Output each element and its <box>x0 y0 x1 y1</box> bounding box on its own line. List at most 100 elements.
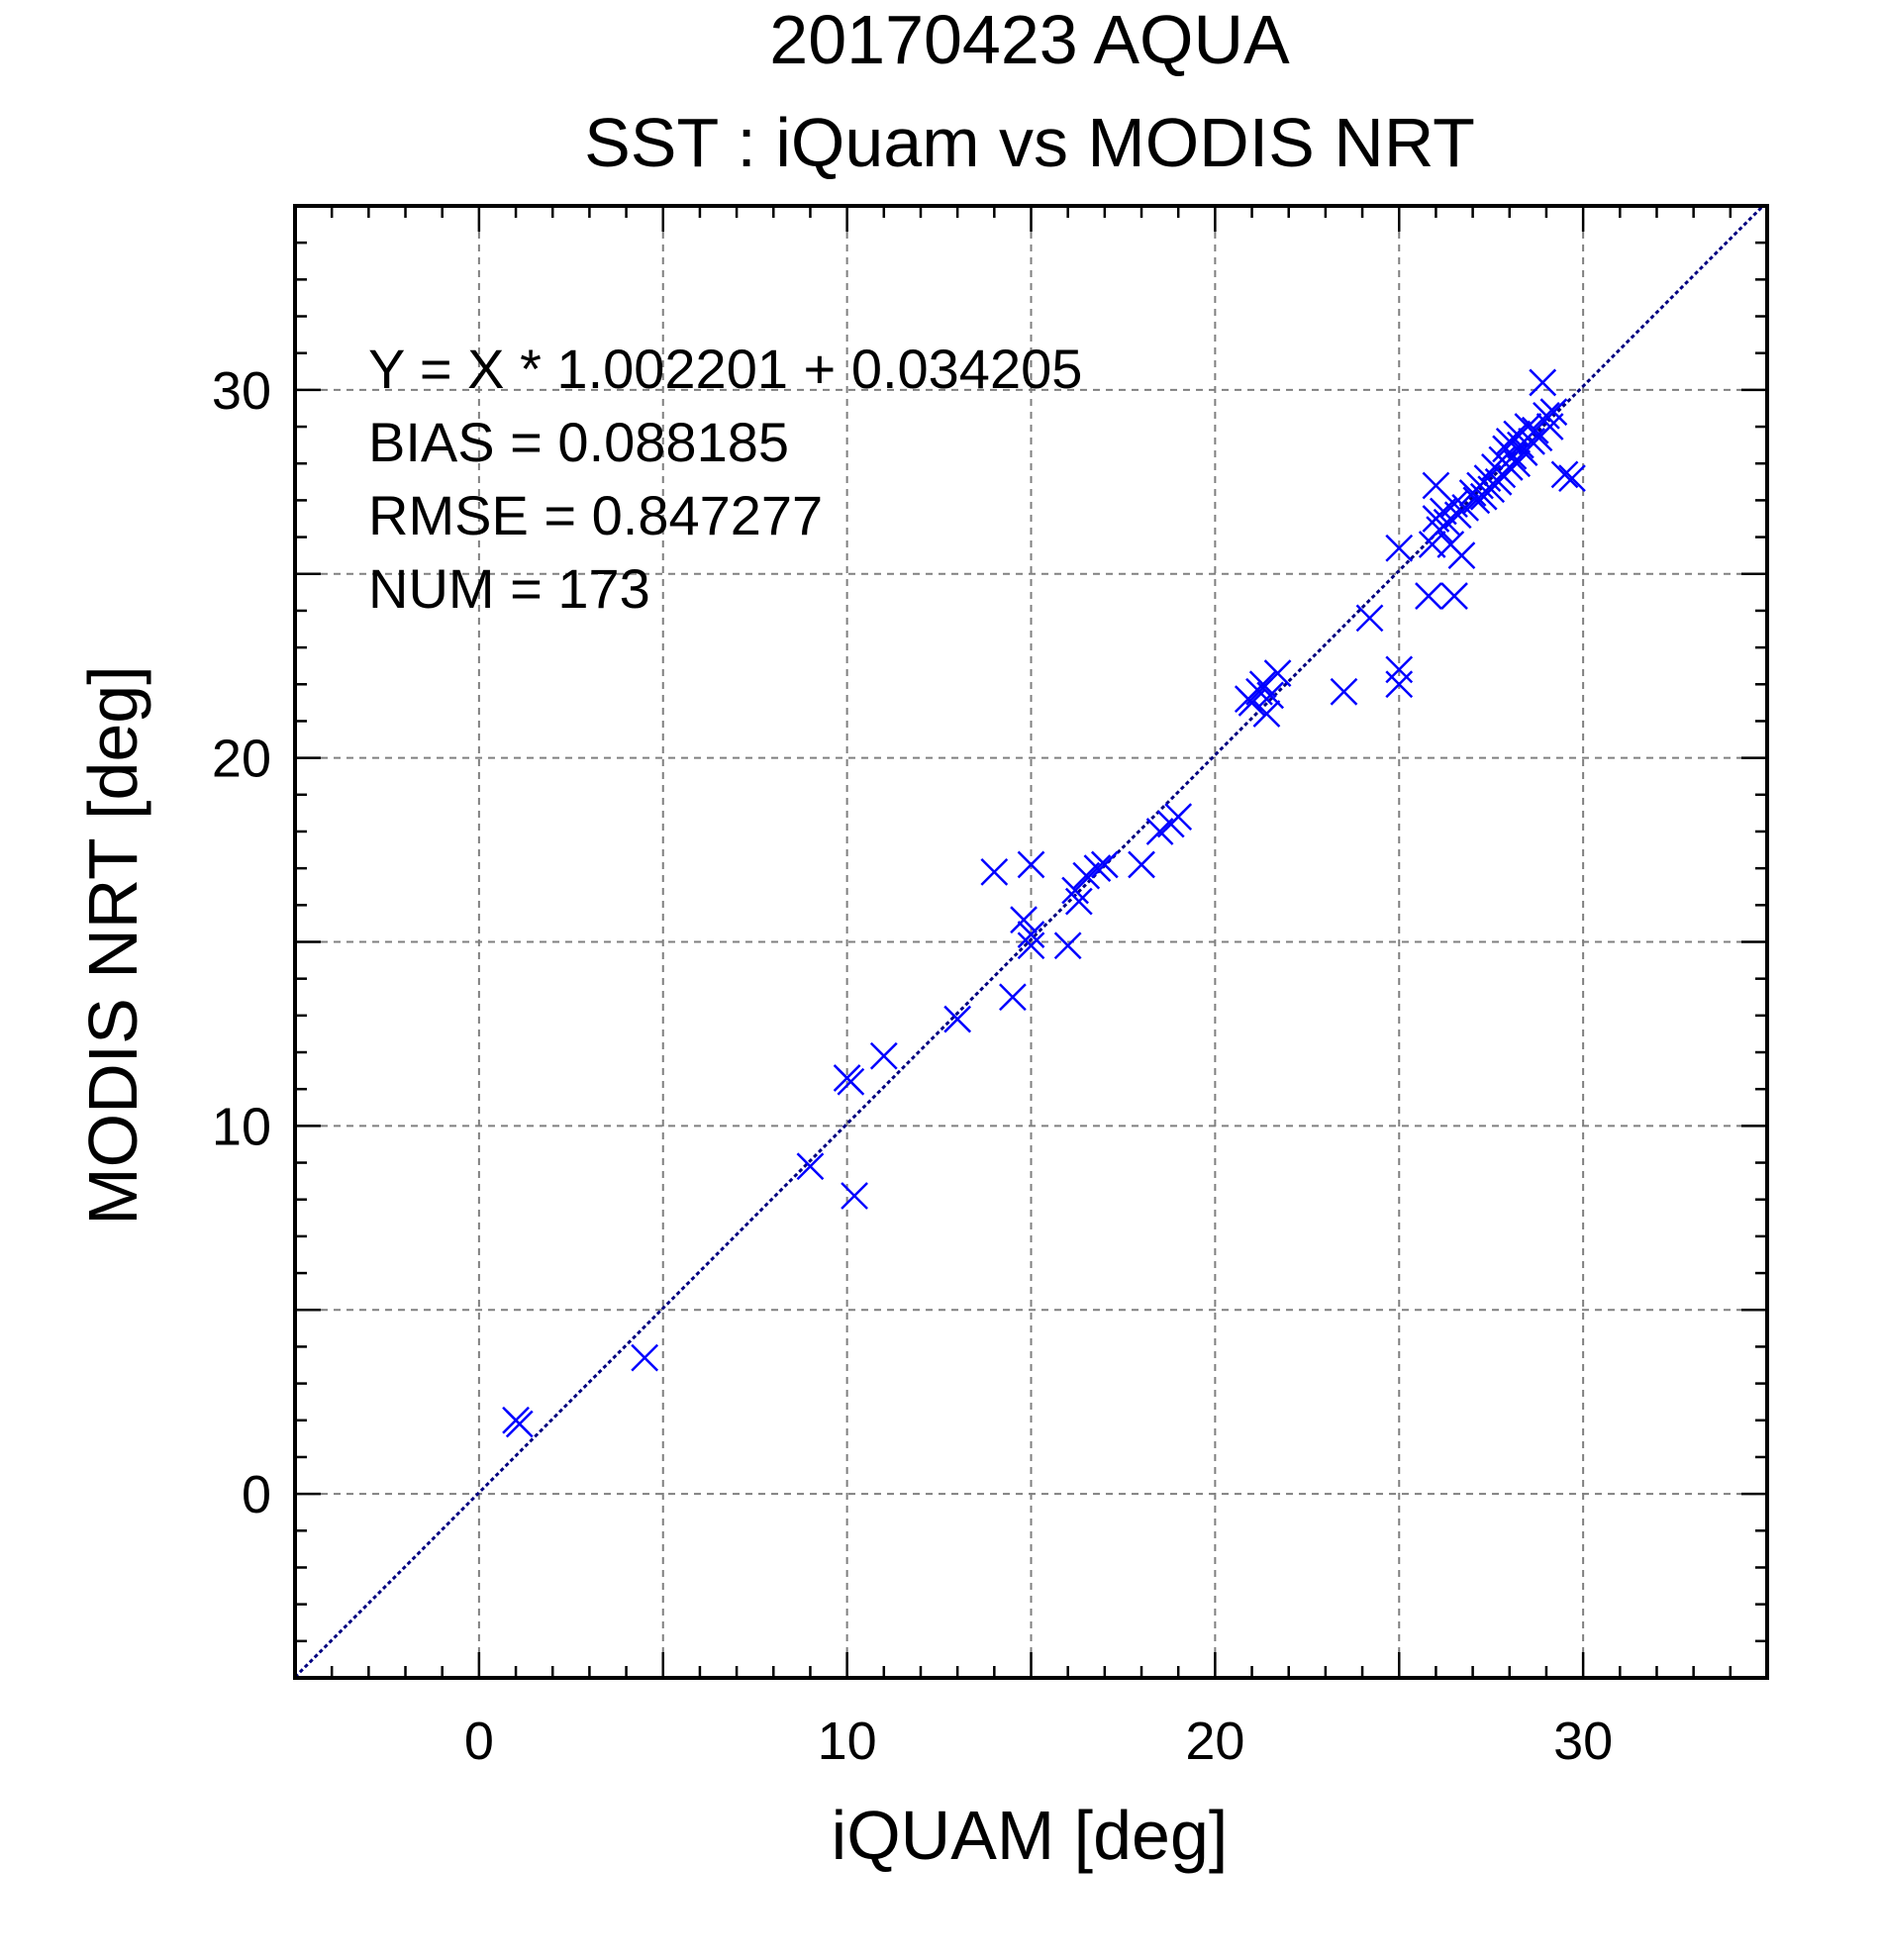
data-point <box>1385 670 1414 699</box>
data-point <box>1447 541 1476 570</box>
data-point <box>1529 368 1557 397</box>
x-tick-label: 20 <box>1185 1712 1244 1771</box>
data-point <box>1558 464 1586 492</box>
chart-subtitle: SST : iQuam vs MODIS NRT <box>584 104 1475 181</box>
data-point-stroke <box>999 983 1027 1012</box>
data-point <box>1017 850 1045 879</box>
data-point-stroke <box>1017 921 1045 948</box>
stats-num: NUM = 173 <box>368 557 650 620</box>
data-point-stroke <box>1447 541 1476 570</box>
data-point <box>1083 854 1112 883</box>
data-point <box>1355 604 1384 633</box>
data-point <box>1128 850 1155 879</box>
data-point-stroke <box>1355 604 1384 633</box>
data-point-stroke <box>1090 850 1119 879</box>
y-tick-label: 0 <box>242 1465 271 1524</box>
data-point <box>943 1005 972 1033</box>
y-tick-label: 20 <box>212 730 271 789</box>
data-point-stroke <box>1422 471 1450 500</box>
data-point-stroke <box>1550 460 1579 489</box>
data-point <box>1053 931 1082 960</box>
data-point-stroke <box>1330 677 1358 706</box>
data-point-stroke <box>1017 850 1045 879</box>
data-point <box>841 1182 868 1210</box>
data-point <box>1164 803 1193 831</box>
data-point <box>1252 700 1281 728</box>
y-axis-label: MODIS NRT [deg] <box>74 665 151 1225</box>
data-point-stroke <box>1010 906 1038 934</box>
grid-lines <box>295 206 1767 1678</box>
data-point <box>1385 655 1414 684</box>
x-tick-label: 10 <box>818 1712 877 1771</box>
data-point <box>1385 534 1414 562</box>
data-point <box>505 1410 534 1438</box>
data-point <box>1256 681 1285 710</box>
data-point-stroke <box>980 857 1009 886</box>
data-point-stroke <box>1533 402 1560 430</box>
data-point <box>1064 887 1093 916</box>
stats-bias: BIAS = 0.088185 <box>368 411 789 473</box>
data-point-stroke <box>1558 464 1586 492</box>
data-point <box>1017 931 1045 960</box>
data-point <box>1550 460 1579 489</box>
data-point-stroke <box>869 1041 898 1070</box>
data-points <box>502 368 1586 1438</box>
data-point <box>1415 582 1442 610</box>
data-point-stroke <box>1061 876 1089 905</box>
data-point <box>999 983 1027 1012</box>
data-point-stroke <box>1017 931 1045 960</box>
data-point-stroke <box>796 1152 825 1181</box>
plot-frame <box>293 204 1769 1680</box>
x-tick-label: 0 <box>464 1712 494 1771</box>
data-point-stroke <box>1385 670 1414 699</box>
data-point <box>1017 921 1045 948</box>
data-point-stroke <box>1053 931 1082 960</box>
stats-rmse: RMSE = 0.847277 <box>368 484 823 546</box>
data-point <box>869 1041 898 1070</box>
data-point-stroke <box>1128 850 1155 879</box>
data-point-stroke <box>1415 582 1442 610</box>
fit-line <box>295 206 1765 1678</box>
data-point-stroke <box>1440 582 1468 610</box>
y-tick-label: 10 <box>212 1097 271 1156</box>
data-point-stroke <box>1440 490 1468 519</box>
data-point-stroke <box>1248 670 1277 699</box>
data-point <box>1539 398 1568 427</box>
data-point <box>1010 906 1038 934</box>
data-point <box>1090 850 1119 879</box>
x-tick-label: 30 <box>1553 1712 1613 1771</box>
data-point-stroke <box>1256 681 1285 710</box>
data-point-stroke <box>1083 854 1112 883</box>
data-point-stroke <box>841 1182 868 1210</box>
data-point-stroke <box>1064 887 1093 916</box>
data-point-stroke <box>1252 700 1281 728</box>
data-point <box>631 1343 659 1372</box>
data-point-stroke <box>1263 659 1292 688</box>
data-point-stroke <box>1164 803 1193 831</box>
data-point-stroke <box>1518 428 1545 455</box>
data-point-stroke <box>1385 534 1414 562</box>
data-point <box>1518 428 1545 455</box>
data-point-stroke <box>837 1067 865 1096</box>
data-point <box>1440 490 1468 519</box>
data-point <box>1061 876 1089 905</box>
data-point-stroke <box>631 1343 659 1372</box>
chart-title: 20170423 AQUA <box>769 1 1290 78</box>
stats-equation: Y = X * 1.002201 + 0.034205 <box>368 338 1082 400</box>
data-point-stroke <box>1539 398 1568 427</box>
data-point <box>837 1067 865 1096</box>
data-point <box>1330 677 1358 706</box>
data-point <box>980 857 1009 886</box>
data-point-stroke <box>505 1410 534 1438</box>
tick-labels: 0 10 20 30 0 10 20 30 <box>212 361 1613 1771</box>
x-axis-label: iQUAM [deg] <box>832 1797 1229 1874</box>
data-point-stroke <box>1529 368 1557 397</box>
data-point <box>1440 582 1468 610</box>
data-point-stroke <box>943 1005 972 1033</box>
data-point-stroke <box>1385 655 1414 684</box>
fit-line-group <box>295 206 1765 1678</box>
regression-stats: Y = X * 1.002201 + 0.034205 BIAS = 0.088… <box>368 338 1082 620</box>
data-point <box>1533 402 1560 430</box>
y-tick-label: 30 <box>212 361 271 421</box>
